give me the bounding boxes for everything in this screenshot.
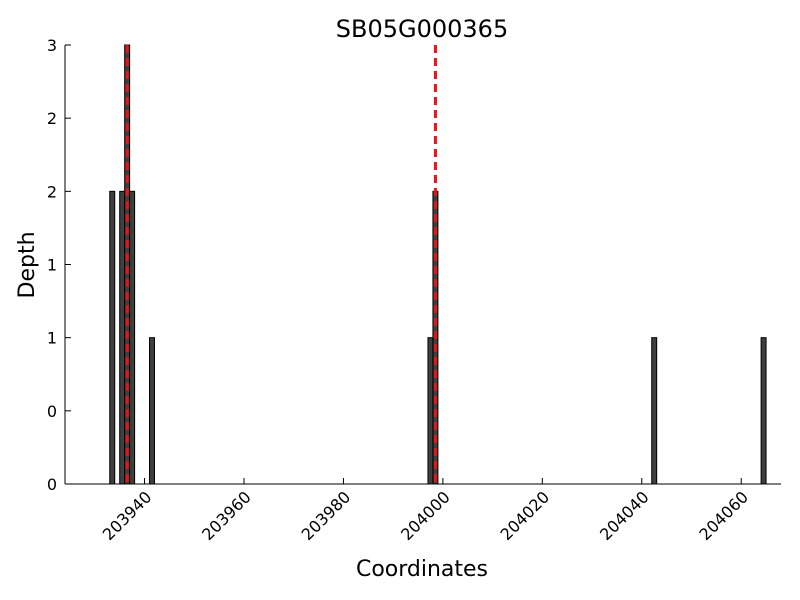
bar-3 bbox=[129, 190, 136, 485]
bar-0 bbox=[109, 190, 116, 485]
bar-8 bbox=[760, 337, 767, 485]
x-tick-label-5: 204040 bbox=[596, 487, 653, 544]
bar-7 bbox=[651, 337, 658, 485]
y-tick-label-5: 2 bbox=[47, 109, 57, 128]
x-axis-title: Coordinates bbox=[356, 557, 488, 582]
y-tick-label-0: 0 bbox=[47, 475, 57, 494]
bar-4 bbox=[149, 337, 155, 485]
bar-5 bbox=[427, 337, 434, 485]
x-tick-label-6: 204060 bbox=[695, 487, 752, 544]
chart-title: SB05G000365 bbox=[336, 15, 508, 43]
bars-layer bbox=[109, 44, 767, 485]
x-tick-label-1: 203960 bbox=[198, 487, 255, 544]
y-axis-title: Depth bbox=[15, 231, 40, 298]
y-tick-label-3: 1 bbox=[47, 256, 57, 275]
bar-1 bbox=[119, 190, 126, 485]
x-tick-label-3: 204000 bbox=[397, 487, 454, 544]
x-tick-label-4: 204020 bbox=[497, 487, 554, 544]
markers-layer bbox=[125, 45, 437, 484]
y-tick-label-4: 2 bbox=[47, 182, 57, 201]
y-tick-label-2: 1 bbox=[47, 329, 57, 348]
x-tick-label-2: 203980 bbox=[298, 487, 355, 544]
axes-layer bbox=[64, 45, 781, 485]
x-tick-label-0: 203940 bbox=[99, 487, 156, 544]
y-tick-label-6: 3 bbox=[47, 36, 57, 55]
y-tick-label-1: 0 bbox=[47, 402, 57, 421]
